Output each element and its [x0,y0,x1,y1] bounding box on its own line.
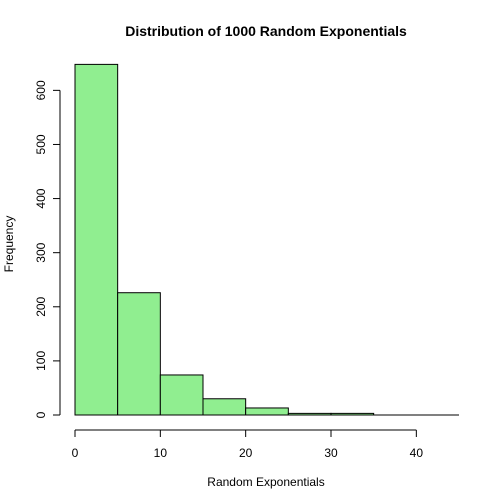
y-tick-label: 200 [34,296,48,316]
x-tick-label: 20 [239,446,253,460]
x-tick-label: 40 [410,446,424,460]
histogram-bar-4 [245,407,289,416]
x-tick-label: 0 [72,446,79,460]
x-axis-label: Random Exponentials [207,475,324,489]
histogram-bar-2 [159,374,204,416]
y-axis: 0 100 200 300 400 500 600 [34,80,61,418]
chart-title: Distribution of 1000 Random Exponentials [125,23,407,39]
histogram-bar-1 [117,292,161,416]
histogram-bar-3 [202,398,247,416]
y-tick-label: 300 [34,242,48,262]
y-tick-label: 100 [34,351,48,371]
histogram-bars [74,63,459,416]
y-tick-label: 500 [34,134,48,154]
y-axis-label: Frequency [2,216,16,273]
histogram-bar-0 [74,63,119,416]
y-tick-label: 0 [34,411,48,418]
x-tick-label: 30 [324,446,338,460]
x-tick-label: 10 [154,446,168,460]
x-axis: 0 10 20 30 40 [72,429,424,460]
y-tick-label: 400 [34,188,48,208]
y-tick-label: 600 [34,80,48,100]
